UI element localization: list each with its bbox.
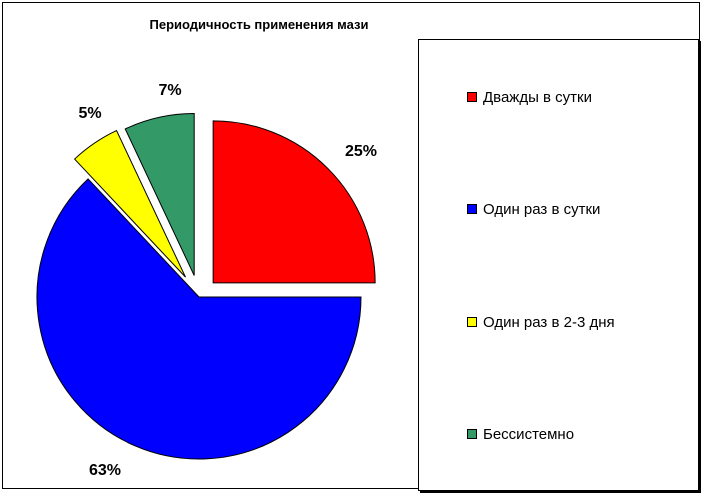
pie-slice-twice-daily	[212, 120, 376, 284]
chart-legend: Дважды в сутки Один раз в сутки Один раз…	[418, 39, 699, 491]
legend-swatch	[467, 204, 477, 214]
data-label-once-daily: 63%	[89, 462, 121, 479]
data-label-unsystematic: 7%	[158, 82, 181, 99]
legend-item-once-daily: Один раз в сутки	[467, 200, 600, 218]
legend-swatch	[467, 317, 477, 327]
legend-label: Бессистемно	[483, 425, 575, 443]
legend-label: Один раз в сутки	[483, 200, 601, 218]
data-label-twice-daily: 25%	[345, 143, 377, 160]
pie-slice-once-2-3-days	[73, 129, 186, 278]
chart-frame: Периодичность применения мази 25% 63% 5% 7%…	[2, 2, 700, 491]
legend-swatch	[467, 429, 477, 439]
legend-item-once-2-3-days: Один раз в 2-3 дня	[467, 313, 615, 331]
legend-item-twice-daily: Дважды в сутки	[467, 88, 592, 106]
data-label-once-2-3-days: 5%	[78, 105, 101, 122]
legend-item-unsystematic: Бессистемно	[467, 425, 574, 443]
legend-swatch	[467, 92, 477, 102]
pie-slice-once-daily	[36, 178, 362, 460]
pie-chart: 25% 63% 5% 7%	[36, 82, 377, 479]
legend-label: Дважды в сутки	[483, 88, 592, 106]
pie-slice-unsystematic	[124, 113, 195, 276]
legend-label: Один раз в 2-3 дня	[483, 313, 615, 331]
chart-title: Периодичность применения мази	[149, 17, 369, 32]
